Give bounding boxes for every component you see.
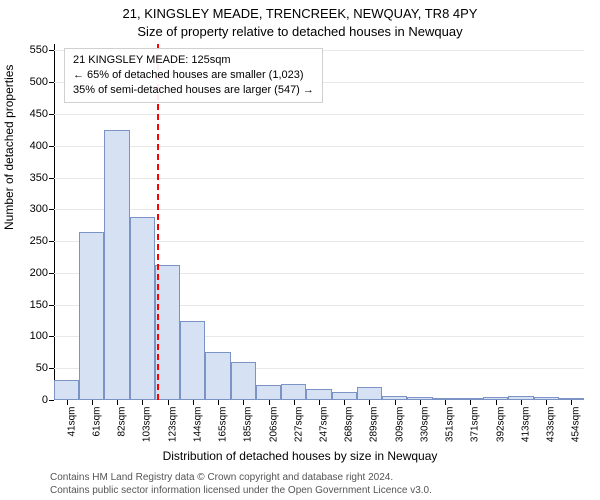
histogram-bar: [281, 384, 306, 400]
xtick-label: 330sqm: [417, 407, 430, 443]
callout-line3: 35% of semi-detached houses are larger (…: [73, 83, 314, 98]
xtick-label: 41sqm: [64, 407, 77, 437]
ytick-label: 300: [30, 203, 54, 215]
ytick-label: 50: [36, 362, 54, 374]
xtick-mark: [142, 400, 143, 405]
y-axis-line: [54, 44, 55, 400]
x-axis-label: Distribution of detached houses by size …: [0, 449, 600, 463]
xtick-mark: [117, 400, 118, 405]
xtick-label: 454sqm: [569, 407, 582, 443]
xtick-mark: [344, 400, 345, 405]
y-axis-label: Number of detached properties: [2, 65, 16, 230]
histogram-bar: [79, 232, 104, 400]
ytick-label: 450: [30, 108, 54, 120]
xtick-label: 289sqm: [367, 407, 380, 443]
callout-line2: ← 65% of detached houses are smaller (1,…: [73, 68, 314, 83]
ytick-label: 350: [30, 172, 54, 184]
histogram-bar: [256, 385, 281, 400]
xtick-label: 206sqm: [266, 407, 279, 443]
xtick-label: 371sqm: [468, 407, 481, 443]
xtick-mark: [193, 400, 194, 405]
xtick-mark: [369, 400, 370, 405]
callout-box: 21 KINGSLEY MEADE: 125sqm← 65% of detach…: [64, 48, 323, 103]
xtick-label: 144sqm: [190, 407, 203, 443]
xtick-mark: [168, 400, 169, 405]
xtick-mark: [420, 400, 421, 405]
xtick-label: 413sqm: [518, 407, 531, 443]
plot-area: 05010015020025030035040045050055041sqm61…: [54, 44, 584, 400]
histogram-bar: [357, 387, 382, 400]
xtick-mark: [521, 400, 522, 405]
xtick-label: 247sqm: [317, 407, 330, 443]
xtick-mark: [546, 400, 547, 405]
xtick-mark: [294, 400, 295, 405]
grid-line: [54, 209, 584, 210]
ytick-label: 400: [30, 140, 54, 152]
xtick-label: 123sqm: [165, 407, 178, 443]
footer-text: Contains HM Land Registry data © Crown c…: [50, 472, 590, 497]
xtick-label: 309sqm: [392, 407, 405, 443]
histogram-bar: [54, 380, 79, 400]
xtick-mark: [445, 400, 446, 405]
histogram-bar: [306, 389, 331, 400]
xtick-mark: [218, 400, 219, 405]
histogram-bar: [205, 352, 230, 400]
footer-line1: Contains HM Land Registry data © Crown c…: [50, 472, 590, 485]
xtick-label: 392sqm: [493, 407, 506, 443]
histogram-bar: [332, 392, 357, 400]
ytick-label: 0: [42, 394, 54, 406]
xtick-mark: [92, 400, 93, 405]
xtick-label: 103sqm: [140, 407, 153, 443]
histogram-bar: [130, 217, 155, 400]
histogram-bar: [180, 321, 205, 400]
grid-line: [54, 146, 584, 147]
ytick-label: 550: [30, 44, 54, 56]
xtick-label: 185sqm: [241, 407, 254, 443]
xtick-mark: [269, 400, 270, 405]
xtick-label: 433sqm: [544, 407, 557, 443]
xtick-label: 165sqm: [216, 407, 229, 443]
chart-container: 21, KINGSLEY MEADE, TRENCREEK, NEWQUAY, …: [0, 0, 600, 500]
grid-line: [54, 178, 584, 179]
xtick-label: 351sqm: [443, 407, 456, 443]
xtick-label: 268sqm: [342, 407, 355, 443]
ytick-label: 100: [30, 330, 54, 342]
chart-title-line2: Size of property relative to detached ho…: [0, 24, 600, 39]
callout-line1: 21 KINGSLEY MEADE: 125sqm: [73, 53, 314, 68]
xtick-label: 61sqm: [89, 407, 102, 437]
ytick-label: 250: [30, 235, 54, 247]
footer-line2: Contains public sector information licen…: [50, 485, 590, 498]
xtick-mark: [67, 400, 68, 405]
ytick-label: 500: [30, 76, 54, 88]
xtick-mark: [571, 400, 572, 405]
chart-title-line1: 21, KINGSLEY MEADE, TRENCREEK, NEWQUAY, …: [0, 6, 600, 21]
xtick-label: 227sqm: [291, 407, 304, 443]
histogram-bar: [231, 362, 256, 400]
grid-line: [54, 114, 584, 115]
xtick-mark: [319, 400, 320, 405]
xtick-mark: [496, 400, 497, 405]
ytick-label: 200: [30, 267, 54, 279]
ytick-label: 150: [30, 299, 54, 311]
xtick-label: 82sqm: [115, 407, 128, 437]
xtick-mark: [470, 400, 471, 405]
histogram-bar: [104, 130, 129, 400]
xtick-mark: [395, 400, 396, 405]
xtick-mark: [243, 400, 244, 405]
